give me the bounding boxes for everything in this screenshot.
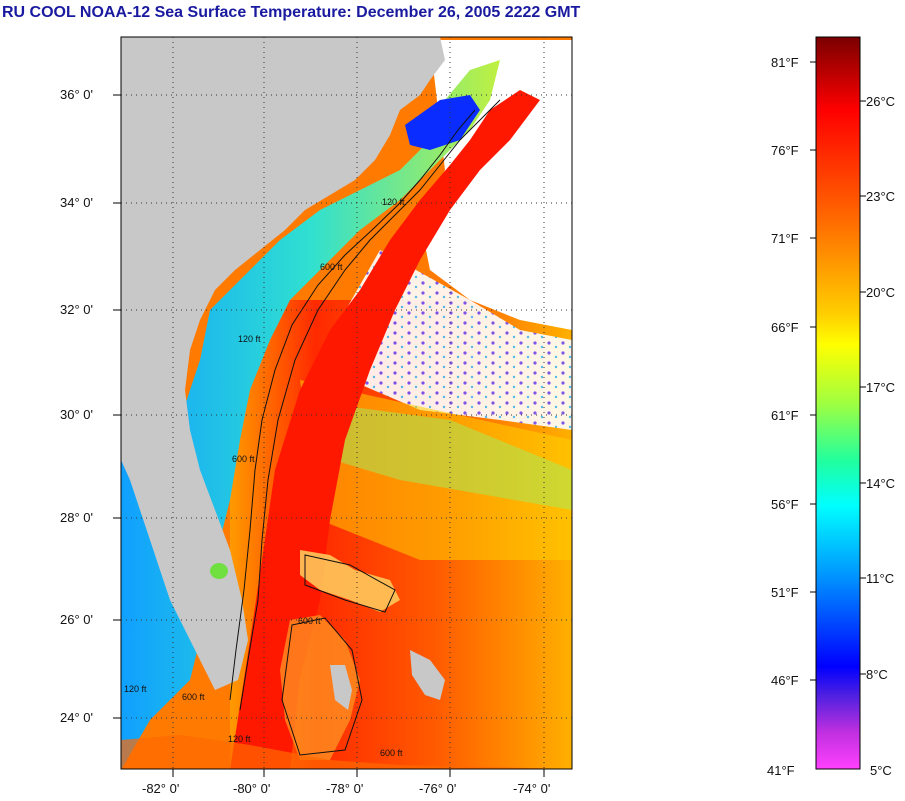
- map-gridlines: [121, 37, 572, 769]
- lat-tick-label: 26° 0': [60, 612, 93, 627]
- map-axis-ticks: [113, 94, 545, 777]
- contour-label: 120 ft: [124, 684, 147, 694]
- colorbar-c-label: 5°C: [870, 763, 892, 778]
- lat-tick-label: 28° 0': [60, 510, 93, 525]
- colorbar: 81°F 76°F 71°F 66°F 61°F 56°F 51°F 46°F …: [767, 36, 895, 778]
- land-mainland: [121, 37, 445, 690]
- lat-tick-label: 30° 0': [60, 407, 93, 422]
- colorbar-f-label: 41°F: [767, 763, 795, 778]
- lat-tick-label: 32° 0': [60, 302, 93, 317]
- little-bahama-bank: [300, 550, 400, 612]
- map-frame: [120, 36, 573, 770]
- contour-label: 600 ft: [182, 692, 205, 702]
- gulf-stream: [230, 90, 540, 769]
- colorbar-f-label: 51°F: [771, 585, 799, 600]
- colorbar-f-label: 66°F: [771, 320, 799, 335]
- contour-label: 120 ft: [382, 197, 405, 207]
- colorbar-f-label: 76°F: [771, 143, 799, 158]
- colorbar-c-label: 17°C: [866, 380, 895, 395]
- colorbar-f-label: 46°F: [771, 673, 799, 688]
- andros-island: [330, 665, 352, 710]
- contour-bahama: [304, 554, 396, 613]
- colorbar-gradient: [815, 36, 861, 770]
- eleuthera-island: [410, 650, 445, 700]
- contour-label: 120 ft: [238, 334, 261, 344]
- contour-label: 600 ft: [232, 454, 255, 464]
- contour-label: 600 ft: [380, 748, 403, 758]
- pamlico-sound: [405, 95, 480, 150]
- ocean-cool-band: [300, 400, 572, 510]
- contour-120ft: [229, 109, 476, 701]
- great-bahama-bank: [280, 615, 360, 760]
- contour-label: 600 ft: [298, 616, 321, 626]
- lon-tick-label: -74° 0': [513, 781, 550, 796]
- lat-tick-label: 24° 0': [60, 710, 93, 725]
- colorbar-c-label: 23°C: [866, 189, 895, 204]
- lon-tick-label: -80° 0': [233, 781, 270, 796]
- colorbar-f-label: 56°F: [771, 497, 799, 512]
- lon-tick-label: -82° 0': [142, 781, 179, 796]
- contour-great-bahama: [281, 617, 363, 756]
- colorbar-f-label: 81°F: [771, 55, 799, 70]
- colorbar-c-label: 8°C: [866, 667, 888, 682]
- map-title: RU COOL NOAA-12 Sea Surface Temperature:…: [2, 4, 581, 21]
- lat-tick-label: 36° 0': [60, 87, 93, 102]
- map-panel: 120 ft 600 ft 120 ft 600 ft 120 ft 600 f…: [121, 37, 572, 769]
- colorbar-f-ticks: [810, 61, 816, 681]
- colorbar-f-label: 61°F: [771, 408, 799, 423]
- colorbar-c-label: 14°C: [866, 476, 895, 491]
- colorbar-c-label: 26°C: [866, 94, 895, 109]
- southern-shelf: [121, 735, 572, 769]
- colorbar-c-label: 20°C: [866, 285, 895, 300]
- colorbar-c-ticks: [860, 100, 866, 675]
- colorbar-c-label: 11°C: [866, 571, 894, 586]
- contour-label: 600 ft: [320, 262, 343, 272]
- lat-tick-label: 34° 0': [60, 195, 93, 210]
- contour-label: 120 ft: [228, 734, 251, 744]
- lon-tick-label: -76° 0': [419, 781, 456, 796]
- lake-okeechobee: [210, 563, 228, 579]
- colorbar-f-label: 71°F: [771, 231, 799, 246]
- lon-tick-label: -78° 0': [326, 781, 363, 796]
